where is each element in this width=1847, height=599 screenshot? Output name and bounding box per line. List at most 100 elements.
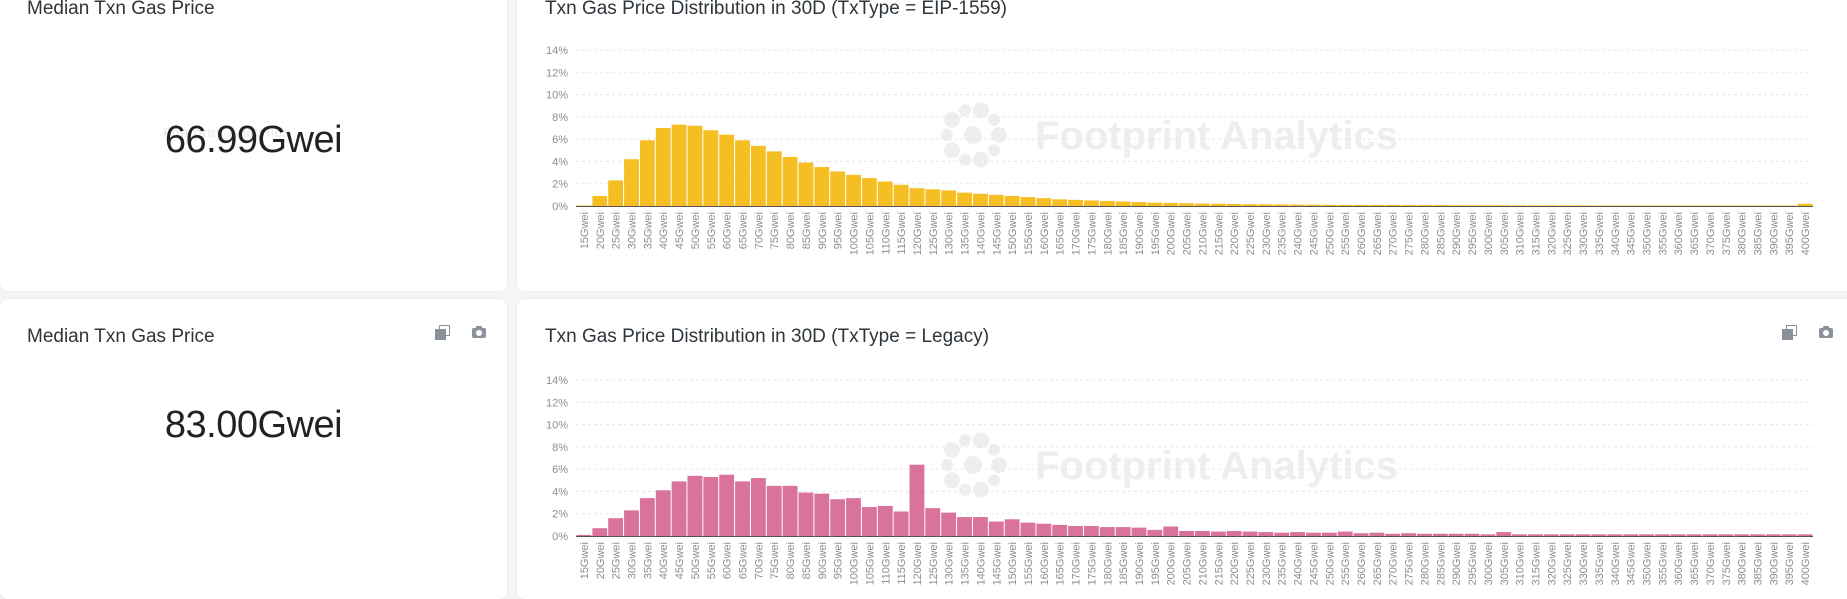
bar[interactable] (750, 145, 766, 206)
bar[interactable] (1385, 533, 1401, 536)
bar[interactable] (592, 528, 608, 536)
bar[interactable] (1512, 534, 1528, 536)
bar[interactable] (576, 534, 592, 536)
bar[interactable] (814, 493, 830, 536)
bar[interactable] (1083, 525, 1099, 536)
bar[interactable] (861, 178, 877, 206)
bar[interactable] (1068, 199, 1083, 206)
bar[interactable] (1750, 205, 1765, 206)
bar[interactable] (1131, 202, 1147, 206)
bar[interactable] (1290, 204, 1306, 206)
bar[interactable] (1083, 200, 1099, 206)
bar[interactable] (1321, 204, 1337, 206)
bar[interactable] (1654, 205, 1670, 206)
bar[interactable] (1781, 205, 1797, 206)
bar[interactable] (1591, 534, 1607, 536)
bar[interactable] (1417, 205, 1432, 206)
bar[interactable] (1258, 532, 1274, 536)
bar[interactable] (1068, 525, 1083, 536)
bar[interactable] (1734, 205, 1750, 206)
bar[interactable] (1496, 532, 1512, 536)
bar[interactable] (1274, 532, 1290, 536)
bar[interactable] (1401, 205, 1417, 206)
bar[interactable] (877, 181, 893, 206)
bar[interactable] (893, 184, 909, 206)
bar[interactable] (1385, 204, 1401, 206)
bar[interactable] (1337, 531, 1353, 536)
bar[interactable] (798, 492, 814, 536)
bar[interactable] (1432, 205, 1448, 206)
bar[interactable] (1765, 534, 1781, 536)
bar[interactable] (1496, 205, 1512, 206)
bar[interactable] (814, 167, 830, 206)
bar[interactable] (592, 195, 608, 206)
bar[interactable] (909, 464, 925, 536)
bar[interactable] (1210, 203, 1226, 206)
bar[interactable] (972, 193, 988, 206)
bar[interactable] (1306, 532, 1321, 536)
bar[interactable] (941, 512, 957, 536)
bar[interactable] (893, 511, 909, 536)
bar[interactable] (957, 192, 972, 206)
bar[interactable] (877, 505, 893, 536)
bar[interactable] (1052, 199, 1068, 206)
bar[interactable] (972, 517, 988, 536)
bar[interactable] (925, 508, 941, 536)
bar[interactable] (687, 475, 703, 536)
bar[interactable] (1353, 204, 1369, 206)
bar[interactable] (1147, 202, 1163, 206)
bar[interactable] (830, 499, 846, 536)
bar[interactable] (1623, 534, 1639, 536)
bar[interactable] (1052, 524, 1068, 536)
bar[interactable] (1195, 530, 1210, 536)
bar[interactable] (750, 478, 766, 536)
bar[interactable] (624, 510, 639, 536)
bar[interactable] (1623, 205, 1639, 206)
bar[interactable] (1163, 526, 1179, 536)
bar[interactable] (1639, 534, 1654, 536)
bar[interactable] (1321, 532, 1337, 536)
bar[interactable] (1226, 203, 1242, 206)
bar[interactable] (576, 205, 592, 206)
bar[interactable] (1242, 204, 1258, 206)
bar[interactable] (1702, 205, 1718, 206)
bar[interactable] (1258, 204, 1274, 206)
bar[interactable] (782, 156, 798, 206)
bar[interactable] (861, 507, 877, 536)
bar[interactable] (1290, 532, 1306, 536)
bar[interactable] (1226, 530, 1242, 536)
bar[interactable] (1480, 534, 1496, 536)
bar[interactable] (1036, 523, 1052, 536)
bar[interactable] (639, 498, 655, 536)
bar[interactable] (1797, 534, 1813, 536)
bar[interactable] (1179, 530, 1194, 536)
bar[interactable] (1163, 202, 1179, 206)
bar[interactable] (846, 498, 861, 536)
bar[interactable] (1432, 533, 1448, 536)
copy-icon[interactable] (435, 325, 450, 340)
bar[interactable] (703, 476, 719, 536)
bar[interactable] (1464, 205, 1480, 206)
bar[interactable] (719, 474, 735, 536)
bar[interactable] (1099, 527, 1115, 536)
bar[interactable] (1654, 534, 1670, 536)
bar[interactable] (608, 180, 624, 206)
bar[interactable] (988, 194, 1004, 206)
bar[interactable] (1115, 527, 1131, 536)
bar[interactable] (1750, 534, 1765, 536)
bar[interactable] (719, 134, 735, 206)
bar[interactable] (735, 481, 750, 536)
bar[interactable] (1401, 533, 1417, 536)
bar[interactable] (1004, 195, 1020, 206)
bar[interactable] (1686, 534, 1702, 536)
bar[interactable] (925, 189, 941, 206)
bar[interactable] (909, 188, 925, 206)
bar[interactable] (1686, 205, 1702, 206)
bar[interactable] (1131, 527, 1147, 536)
bar[interactable] (1512, 205, 1528, 206)
bar[interactable] (1543, 534, 1559, 536)
bar[interactable] (1575, 205, 1591, 206)
bar[interactable] (782, 485, 798, 536)
bar[interactable] (1559, 534, 1575, 536)
bar[interactable] (1115, 201, 1131, 206)
